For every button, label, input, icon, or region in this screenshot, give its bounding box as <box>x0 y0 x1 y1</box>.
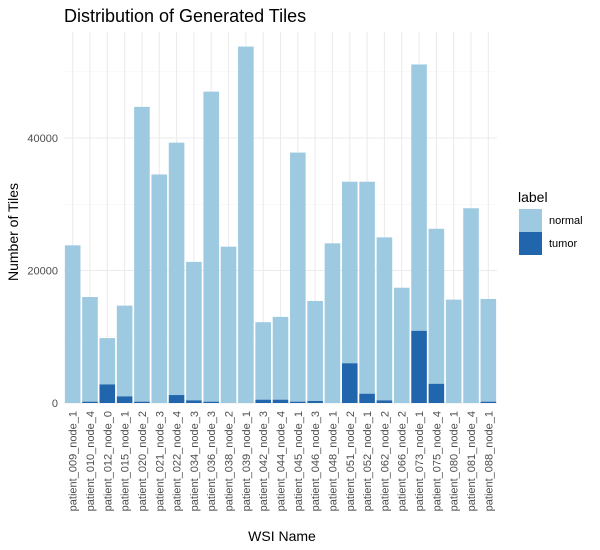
bar-normal <box>272 316 289 400</box>
x-tick-label: patient_048_node_1 <box>327 411 339 511</box>
x-tick-label: patient_066_node_2 <box>397 411 409 511</box>
bar-normal <box>134 106 150 402</box>
x-tick-label: patient_021_node_3 <box>154 411 166 511</box>
bar-tumor <box>411 330 427 403</box>
x-tick-label: patient_046_node_3 <box>310 411 322 511</box>
legend-swatch-tumor <box>519 232 542 255</box>
x-tick-label: patient_045_node_1 <box>293 411 305 511</box>
bar-normal <box>186 261 202 401</box>
bar-normal <box>290 152 306 402</box>
y-tick-label: 40000 <box>27 133 58 145</box>
x-tick-label: patient_036_node_3 <box>206 411 218 511</box>
bar-normal <box>393 287 410 403</box>
x-axis-title: WSI Name <box>248 528 316 544</box>
legend-label-tumor: tumor <box>549 238 577 250</box>
bar-normal <box>463 208 479 403</box>
bar-normal <box>307 300 323 402</box>
bar-normal <box>445 299 462 403</box>
bar-tumor <box>480 401 497 403</box>
bar-tumor <box>99 384 116 403</box>
chart-title: Distribution of Generated Tiles <box>64 6 306 26</box>
bar-tumor <box>307 401 323 403</box>
x-tick-label: patient_081_node_4 <box>466 411 478 511</box>
x-tick-label: patient_075_node_4 <box>431 411 443 511</box>
x-tick-label: patient_034_node_3 <box>189 411 201 511</box>
bar-tumor <box>134 401 150 403</box>
bar-tumor <box>186 400 202 403</box>
x-tick-label: patient_052_node_1 <box>362 411 374 511</box>
bar-tumor <box>428 383 445 403</box>
bar-normal <box>82 297 98 402</box>
x-tick-label: patient_051_node_2 <box>345 411 357 511</box>
bar-normal <box>203 91 220 402</box>
x-tick-label: patient_062_node_2 <box>379 411 391 511</box>
bar-normal <box>238 46 254 403</box>
bar-normal <box>376 237 393 401</box>
bar-tumor <box>116 396 133 403</box>
x-tick-label: patient_022_node_4 <box>172 411 184 511</box>
bar-tumor <box>290 401 306 403</box>
bar-tumor <box>255 399 271 403</box>
x-tick-label: patient_044_node_4 <box>276 411 288 511</box>
bar-normal <box>99 338 116 385</box>
bar-normal <box>255 322 271 400</box>
bar-normal <box>220 246 237 403</box>
legend: label normal tumor <box>518 189 583 255</box>
bar-tumor <box>168 395 185 403</box>
bar-tumor <box>376 400 393 403</box>
bar-tumor <box>359 393 375 403</box>
x-axis-ticks: patient_009_node_1 patient_010_node_4 pati… <box>68 411 496 511</box>
bar-normal <box>359 181 375 394</box>
x-tick-label: patient_042_node_3 <box>258 411 270 511</box>
x-tick-label: patient_010_node_4 <box>85 411 97 511</box>
bar-tumor <box>272 399 289 403</box>
bar-tumor <box>82 401 98 403</box>
x-tick-label: patient_038_node_2 <box>224 411 236 511</box>
x-tick-label: patient_015_node_1 <box>120 411 132 511</box>
bar-tumor <box>341 363 358 403</box>
bar-normal <box>168 142 185 396</box>
plot-panel <box>64 32 497 404</box>
legend-label-normal: normal <box>549 215 583 227</box>
bars <box>64 46 497 403</box>
x-tick-label: patient_020_node_2 <box>137 411 149 511</box>
y-tick-label: 0 <box>52 398 58 410</box>
legend-swatch-normal <box>519 209 542 232</box>
x-tick-label: patient_088_node_1 <box>483 411 495 511</box>
bar-normal <box>341 181 358 364</box>
bar-normal <box>480 298 497 402</box>
bar-normal <box>324 243 341 403</box>
legend-title: label <box>518 189 548 205</box>
x-tick-label: patient_080_node_1 <box>449 411 461 511</box>
bar-tumor <box>203 401 220 403</box>
x-tick-label: patient_009_node_1 <box>68 411 80 511</box>
x-tick-label: patient_012_node_0 <box>102 411 114 511</box>
x-tick-label: patient_073_node_1 <box>414 411 426 511</box>
bar-normal <box>64 245 81 403</box>
y-axis-title: Number of Tiles <box>5 183 21 281</box>
bar-normal <box>116 305 133 397</box>
bar-normal <box>428 228 445 384</box>
y-axis-ticks: 0 20000 40000 <box>27 133 58 410</box>
bar-normal <box>411 64 427 331</box>
x-tick-label: patient_039_node_1 <box>241 411 253 511</box>
bar-normal <box>151 174 168 403</box>
y-tick-label: 20000 <box>27 266 58 278</box>
